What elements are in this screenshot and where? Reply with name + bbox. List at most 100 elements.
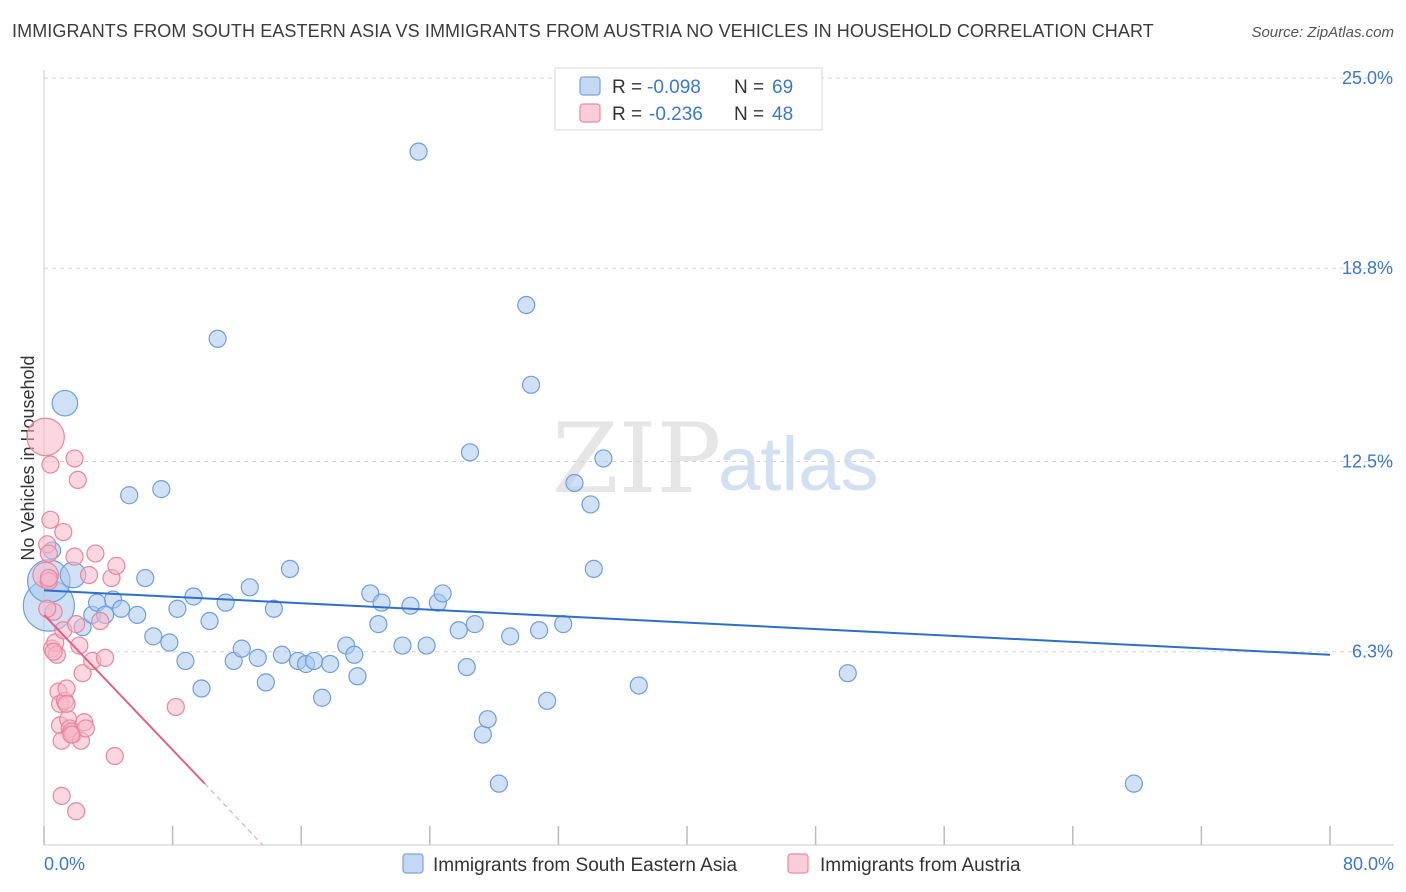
data-point-south-eastern-asia[interactable] [417,636,436,655]
data-point-south-eastern-asia[interactable] [256,673,275,692]
data-point-south-eastern-asia[interactable] [457,657,476,677]
data-point-south-eastern-asia[interactable] [184,587,203,606]
data-point-austria[interactable] [52,786,71,806]
bottom-legend: Immigrants from South Eastern Asia Immig… [402,853,1021,876]
data-point-south-eastern-asia[interactable] [501,627,520,646]
data-point-austria[interactable] [107,556,126,575]
data-point-south-eastern-asia[interactable] [136,568,155,588]
data-point-south-eastern-asia[interactable] [449,621,468,640]
data-point-south-eastern-asia[interactable] [565,473,584,493]
data-point-south-eastern-asia[interactable] [517,295,536,315]
legend-n-value-pink: 48 [772,104,793,125]
data-point-south-eastern-asia[interactable] [280,559,300,578]
data-point-south-eastern-asia[interactable] [489,774,509,793]
data-point-austria[interactable] [73,664,92,683]
data-point-south-eastern-asia[interactable] [160,633,179,652]
data-point-austria[interactable] [38,599,57,618]
axes [43,70,1394,846]
data-point-austria[interactable] [166,697,185,717]
data-point-south-eastern-asia[interactable] [1124,774,1143,793]
data-point-south-eastern-asia[interactable] [581,495,600,514]
trend-line-south-eastern-asia [43,589,1331,656]
data-point-south-eastern-asia[interactable] [200,611,219,631]
data-point-austria[interactable] [44,642,63,661]
bottom-legend-swatch-pink[interactable] [787,853,809,874]
data-point-south-eastern-asia[interactable] [465,615,484,634]
data-point-south-eastern-asia[interactable] [372,593,391,612]
data-point-south-eastern-asia[interactable] [348,667,367,686]
data-point-austria[interactable] [68,470,87,490]
bottom-legend-swatch-blue[interactable] [402,853,424,874]
data-point-south-eastern-asia[interactable] [393,636,412,655]
data-point-south-eastern-asia[interactable] [232,639,251,658]
data-point-south-eastern-asia[interactable] [594,449,613,468]
data-point-south-eastern-asia[interactable] [216,593,235,612]
data-point-south-eastern-asia[interactable] [409,142,428,161]
data-point-south-eastern-asia[interactable] [112,599,131,618]
data-point-austria[interactable] [65,449,84,468]
watermark-zip: ZIP [552,403,721,515]
data-point-austria[interactable] [65,547,84,566]
legend-n-value-blue: 69 [772,77,793,98]
data-point-austria[interactable] [57,679,76,698]
data-point-austria[interactable] [70,636,89,655]
data-point-austria[interactable] [95,648,115,667]
y-tick-label: 12.5% [1342,452,1393,472]
bottom-legend-label-pink[interactable]: Immigrants from Austria [820,855,1021,876]
data-point-south-eastern-asia[interactable] [369,615,388,634]
data-point-austria[interactable] [26,417,65,457]
data-point-south-eastern-asia[interactable] [460,443,480,462]
trend-line-austria [43,614,206,785]
legend-r-label-blue: R = [612,77,642,98]
data-point-south-eastern-asia[interactable] [128,605,147,625]
data-point-austria[interactable] [86,544,105,563]
data-point-south-eastern-asia[interactable] [264,599,283,618]
data-point-south-eastern-asia[interactable] [248,648,267,667]
data-point-south-eastern-asia[interactable] [272,645,292,664]
bottom-legend-label-blue[interactable]: Immigrants from South Eastern Asia [433,855,738,876]
data-point-south-eastern-asia[interactable] [473,725,492,744]
data-point-south-eastern-asia[interactable] [478,710,497,729]
data-point-south-eastern-asia[interactable] [629,676,648,695]
data-point-south-eastern-asia[interactable] [120,486,139,505]
data-point-south-eastern-asia[interactable] [401,596,420,615]
data-point-south-eastern-asia[interactable] [304,651,324,671]
legend-swatch-pink [579,103,601,123]
data-point-south-eastern-asia[interactable] [584,559,603,578]
y-tick-label: 6.3% [1352,642,1393,662]
data-point-south-eastern-asia[interactable] [521,375,541,394]
data-point-austria[interactable] [41,510,60,529]
data-point-south-eastern-asia[interactable] [538,691,557,710]
data-point-austria[interactable] [39,544,58,563]
data-point-austria[interactable] [91,611,110,631]
data-point-austria[interactable] [57,694,76,713]
data-point-south-eastern-asia[interactable] [321,654,340,674]
data-point-austria[interactable] [54,522,73,542]
legend-n-label-pink: N = [734,104,764,125]
data-point-south-eastern-asia[interactable] [168,599,187,618]
legend-n-label-blue: N = [734,77,764,98]
x-tick-label-max: 80.0% [1343,854,1394,874]
data-point-south-eastern-asia[interactable] [345,645,364,664]
legend-r-label-pink: R = [612,104,642,125]
data-point-austria[interactable] [67,615,86,634]
data-point-austria[interactable] [67,802,86,821]
data-point-austria[interactable] [41,455,60,474]
data-point-south-eastern-asia[interactable] [838,664,857,683]
data-point-south-eastern-asia[interactable] [51,389,79,417]
data-point-south-eastern-asia[interactable] [152,480,171,499]
data-point-austria[interactable] [79,565,99,585]
data-point-south-eastern-asia[interactable] [144,627,163,646]
data-point-south-eastern-asia[interactable] [530,621,549,640]
data-point-austria[interactable] [39,568,58,588]
data-point-south-eastern-asia[interactable] [176,651,195,671]
data-point-austria[interactable] [105,746,124,766]
y-tick-labels: 6.3% 12.5% 18.8% 25.0% [1342,68,1393,662]
data-point-south-eastern-asia[interactable] [312,688,332,707]
data-point-south-eastern-asia[interactable] [240,578,259,597]
data-point-austria[interactable] [62,725,81,744]
data-point-south-eastern-asia[interactable] [433,584,452,603]
data-point-south-eastern-asia[interactable] [554,615,573,634]
data-point-south-eastern-asia[interactable] [192,679,211,698]
data-point-south-eastern-asia[interactable] [208,329,227,348]
